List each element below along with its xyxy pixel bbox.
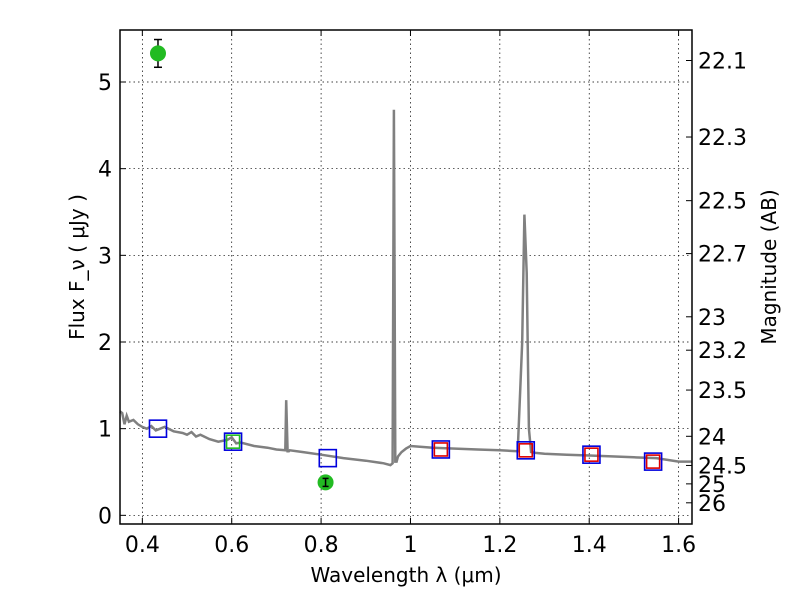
x-tick-label: 0.4 — [125, 533, 160, 558]
x-tick-label: 1 — [403, 533, 417, 558]
y-tick-label: 4 — [98, 158, 112, 183]
blue-open-square-marker — [431, 440, 451, 459]
y2-tick-label: 22.7 — [698, 243, 747, 268]
y2-tick-label: 26 — [698, 492, 726, 517]
model-spectrum-line — [119, 109, 692, 467]
x-tick-label: 0.8 — [304, 533, 339, 558]
y2-tick-label: 23.2 — [698, 339, 747, 364]
y2-tick-label: 22.5 — [698, 190, 747, 215]
y2-tick-label: 23 — [698, 306, 726, 331]
y-tick-label: 1 — [98, 418, 112, 443]
y-tick-label: 3 — [98, 244, 112, 269]
plot-frame — [119, 29, 693, 525]
red-open-square-marker — [433, 442, 449, 457]
blue-open-square-marker — [318, 448, 338, 468]
x-ticks: 0.4 0.6 0.8 1 1.2 1.4 1.6 — [125, 30, 696, 558]
x-axis-label: Wavelength λ (μm) — [310, 563, 501, 587]
blue-open-square-marker — [223, 432, 243, 451]
blue-open-square-marker — [582, 445, 601, 464]
y2-tick-label: 24.5 — [698, 454, 747, 479]
grid — [120, 30, 692, 524]
x-tick-label: 0.6 — [214, 533, 249, 558]
y-tick-label: 2 — [98, 331, 112, 356]
y2-tick-label: 22.3 — [698, 126, 747, 151]
green-circle-marker — [149, 45, 166, 62]
red-open-square-marker — [584, 447, 599, 462]
y-ticks: 0 1 2 3 4 5 — [98, 71, 126, 529]
y2-tick-label: 23.5 — [698, 379, 747, 404]
y2-tick-label: 24 — [698, 425, 726, 450]
blue-open-square-marker — [516, 441, 536, 460]
y-tick-label: 5 — [98, 71, 112, 96]
x-tick-label: 1.2 — [482, 533, 517, 558]
markers — [148, 38, 663, 491]
y2-axis-label: Magnitude (AB) — [757, 189, 781, 344]
green-open-square-marker — [225, 434, 241, 449]
red-open-square-marker — [645, 454, 661, 469]
blue-open-square-marker — [643, 452, 663, 471]
y2-tick-label: 22.1 — [698, 50, 747, 75]
y-tick-label: 0 — [98, 504, 112, 529]
red-open-square-marker — [518, 443, 534, 458]
x-tick-label: 1.6 — [661, 533, 696, 558]
y2-tick-label: 25 — [698, 473, 726, 498]
blue-open-square-marker — [148, 419, 168, 438]
y-axis-label: Flux F_ν ( μJy ) — [65, 194, 89, 340]
x-tick-label: 1.4 — [572, 533, 607, 558]
